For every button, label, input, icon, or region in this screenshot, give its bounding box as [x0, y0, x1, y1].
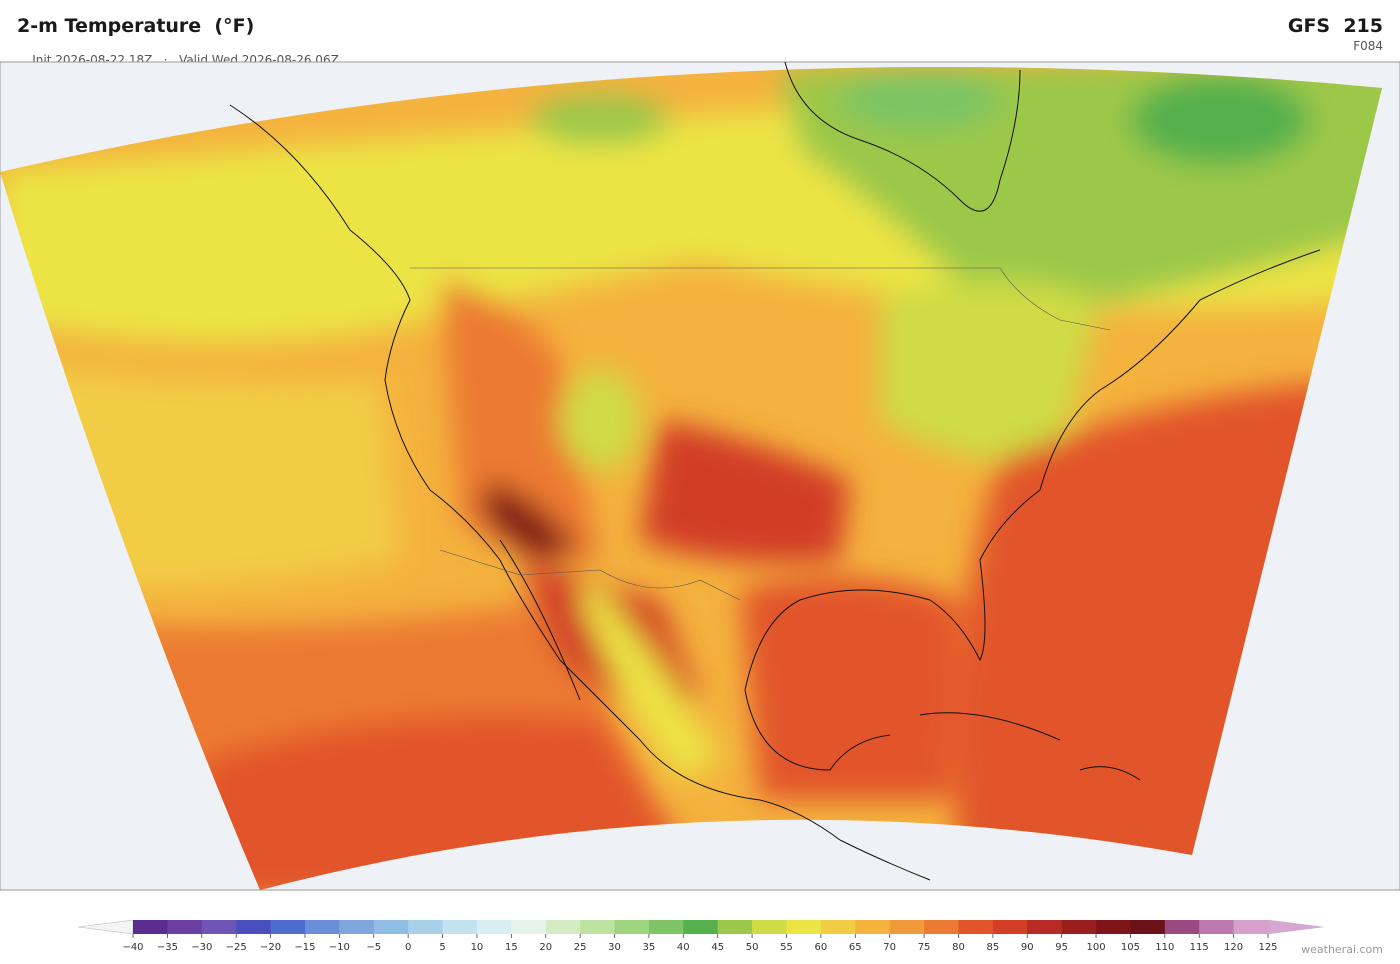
- colorbar-bin: [1199, 920, 1234, 934]
- colorbar-bin: [1061, 920, 1097, 934]
- colorbar-tick-label: 30: [608, 942, 621, 953]
- colorbar-tick-label: −5: [366, 942, 381, 953]
- colorbar-bin: [1027, 920, 1062, 934]
- colorbar-tick-label: 0: [405, 942, 411, 953]
- colorbar-under: [77, 919, 134, 935]
- colorbar-tick-label: 40: [677, 942, 690, 953]
- colorbar-bin: [889, 920, 925, 934]
- colorbar-tick-label: 20: [539, 942, 552, 953]
- colorbar-over: [1267, 919, 1324, 935]
- colorbar-bin: [133, 920, 168, 934]
- colorbar-tick-label: 75: [918, 942, 931, 953]
- colorbar-bin: [339, 920, 375, 934]
- colorbar-tick-label: 115: [1190, 942, 1209, 953]
- colorbar-bin: [992, 920, 1028, 934]
- colorbar-tick-label: 95: [1055, 942, 1068, 953]
- colorbar-tick-label: 35: [643, 942, 656, 953]
- colorbar-bin: [442, 920, 478, 934]
- colorbar-tick-label: 80: [952, 942, 965, 953]
- colorbar-bin: [614, 920, 650, 934]
- model-name: GFS 215: [1287, 15, 1383, 37]
- colorbar-bin: [373, 920, 409, 934]
- colorbar-tick-label: 100: [1086, 942, 1105, 953]
- colorbar-tick-label: 50: [746, 942, 759, 953]
- borders: [410, 267, 1111, 601]
- colorbar-tick-label: 15: [505, 942, 518, 953]
- colorbar-bin: [752, 920, 787, 934]
- colorbar-tick-label: −10: [329, 942, 350, 953]
- colorbar-tick-label: −15: [294, 942, 315, 953]
- colorbar: −40 −35 −30 −25 −20 −15 −10 −5 0 5 10 15 20 25 30 35 40 4…: [77, 919, 1324, 953]
- map-title: 2-m Temperature (°F): [17, 15, 255, 37]
- colorbar-tick-label: −35: [157, 942, 178, 953]
- colorbar-tick-label: 10: [471, 942, 484, 953]
- colorbar-bin: [167, 920, 203, 934]
- colorbar-bin: [648, 920, 684, 934]
- colorbar-bin: [304, 920, 340, 934]
- colorbar-bin: [236, 920, 271, 934]
- colorbar-bin: [958, 920, 994, 934]
- colorbar-bin: [1130, 920, 1166, 934]
- colorbar-tick-label: 85: [986, 942, 999, 953]
- colorbar-bin: [201, 920, 237, 934]
- colorbar-bin: [786, 920, 822, 934]
- colorbar-bin: [717, 920, 753, 934]
- colorbar-bin: [580, 920, 615, 934]
- colorbar-bin: [1164, 920, 1200, 934]
- colorbar-tick-label: 55: [780, 942, 793, 953]
- colorbar-tick-label: 70: [883, 942, 896, 953]
- colorbar-tick-label: −20: [260, 942, 281, 953]
- colorbar-bin: [1096, 920, 1131, 934]
- coastlines: [229, 62, 1321, 881]
- colorbar-tick-label: 65: [849, 942, 862, 953]
- colorbar-tick-label: 25: [574, 942, 587, 953]
- forecast-hour: F084: [1353, 39, 1383, 53]
- colorbar-bin: [511, 920, 547, 934]
- colorbar-bin: [683, 920, 718, 934]
- colorbar-tick-label: 5: [439, 942, 445, 953]
- colorbar-tick-label: −40: [122, 942, 143, 953]
- colorbar-tick-label: 90: [1021, 942, 1034, 953]
- colorbar-bin: [476, 920, 512, 934]
- colorbar-bin: [924, 920, 959, 934]
- separator: ·: [163, 53, 168, 67]
- colorbar-bin: [270, 920, 306, 934]
- colorbar-tick-label: 110: [1155, 942, 1174, 953]
- colorbar-tick-label: 125: [1258, 942, 1277, 953]
- colorbar-tick-label: −25: [226, 942, 247, 953]
- colorbar-tick-label: 105: [1121, 942, 1140, 953]
- colorbar-bin: [820, 920, 856, 934]
- colorbar-bin: [1233, 920, 1269, 934]
- colorbar-bin: [855, 920, 890, 934]
- colorbar-tick-label: 120: [1224, 942, 1243, 953]
- colorbar-tick-label: −30: [191, 942, 212, 953]
- colorbar-bin: [545, 920, 581, 934]
- colorbar-tick-label: 60: [815, 942, 828, 953]
- colorbar-bin: [408, 920, 443, 934]
- watermark: weatherai.com: [1301, 943, 1383, 956]
- colorbar-tick-label: 45: [711, 942, 724, 953]
